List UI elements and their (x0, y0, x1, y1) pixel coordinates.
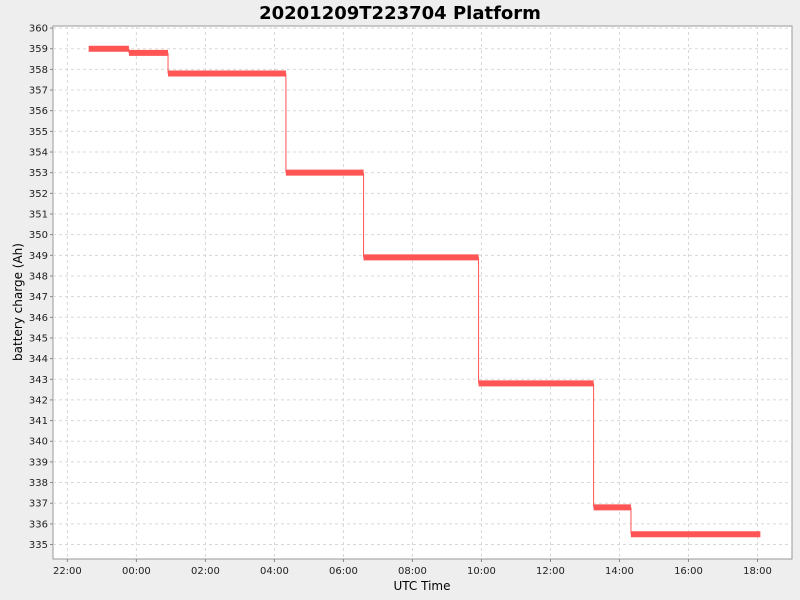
plot-area (52, 25, 793, 560)
x-tick-label: 04:00 (260, 566, 289, 577)
y-tick-label: 341 (29, 416, 48, 427)
y-tick-label: 355 (29, 127, 48, 138)
y-tick-label: 348 (29, 271, 48, 282)
y-tick-label: 359 (29, 44, 48, 55)
x-axis: 22:00 00:00 02:00 04:00 06:00 08:00 10:00 12:00… (53, 559, 772, 577)
y-tick-label: 342 (29, 395, 48, 406)
series-battery-charge (88, 45, 761, 538)
y-tick-label: 335 (29, 540, 48, 551)
y-axis-label: battery charge (Ah) (11, 243, 25, 361)
x-tick-label: 18:00 (743, 566, 772, 577)
x-tick-label: 10:00 (467, 566, 496, 577)
y-tick-label: 350 (29, 230, 48, 241)
y-tick-label: 354 (29, 148, 48, 159)
y-tick-label: 360 (29, 24, 48, 35)
y-tick-label: 353 (29, 168, 48, 179)
x-tick-label: 14:00 (605, 566, 634, 577)
grid (53, 26, 792, 559)
y-tick-label: 337 (29, 499, 48, 510)
x-tick-label: 22:00 (53, 566, 82, 577)
y-tick-label: 340 (29, 437, 48, 448)
y-axis: 335 336 337 338 339 340 341 342 343 344 345 346 347 3… (29, 24, 53, 551)
x-tick-label: 12:00 (536, 566, 565, 577)
y-tick-label: 339 (29, 457, 48, 468)
y-tick-label: 356 (29, 106, 48, 117)
x-axis-label: UTC Time (394, 579, 451, 593)
x-tick-label: 08:00 (398, 566, 427, 577)
y-tick-label: 351 (29, 209, 48, 220)
y-tick-label: 358 (29, 65, 48, 76)
x-tick-label: 00:00 (122, 566, 151, 577)
x-tick-label: 06:00 (329, 566, 358, 577)
chart-title: 20201209T223704 Platform (259, 3, 541, 24)
y-tick-label: 347 (29, 292, 48, 303)
y-tick-label: 349 (29, 251, 48, 262)
y-tick-label: 338 (29, 478, 48, 489)
y-tick-label: 346 (29, 313, 48, 324)
y-tick-label: 343 (29, 375, 48, 386)
y-tick-label: 336 (29, 519, 48, 530)
y-tick-label: 344 (29, 354, 48, 365)
x-tick-label: 16:00 (674, 566, 703, 577)
y-tick-label: 345 (29, 333, 48, 344)
y-tick-label: 352 (29, 189, 48, 200)
x-tick-label: 02:00 (191, 566, 220, 577)
y-tick-label: 357 (29, 86, 48, 97)
